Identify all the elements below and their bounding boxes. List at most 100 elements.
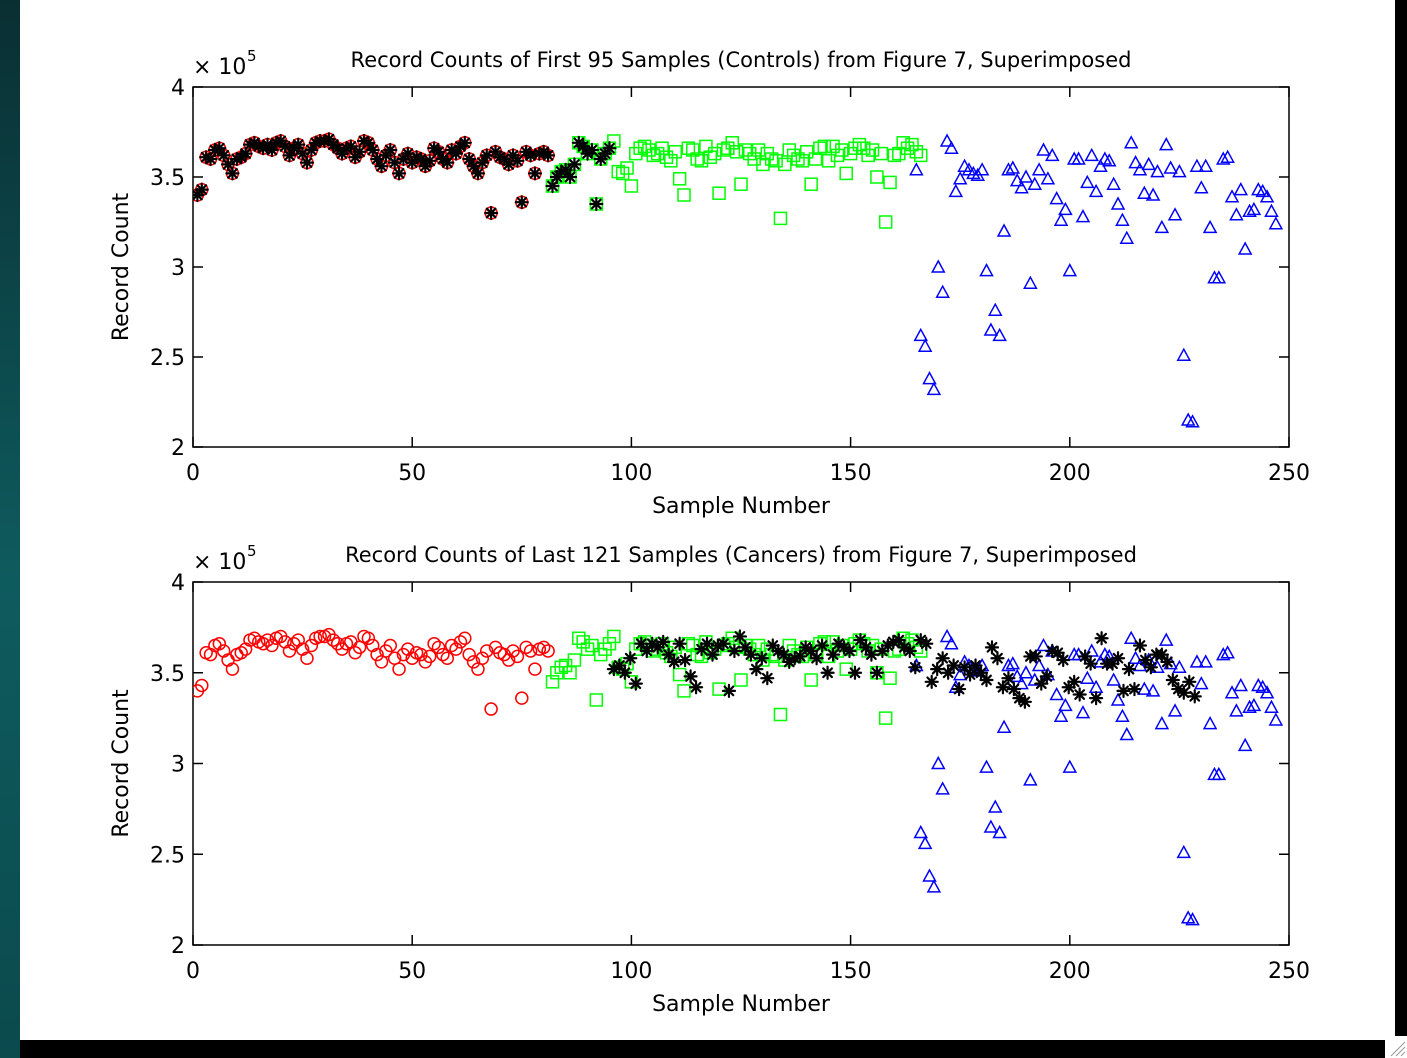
data-point <box>668 640 682 655</box>
data-point <box>734 673 748 687</box>
data-point <box>1143 660 1159 675</box>
y-tick-label: 4 <box>171 76 185 101</box>
data-point <box>457 135 472 150</box>
data-point <box>683 669 698 684</box>
series-circle <box>193 627 555 716</box>
data-point <box>743 647 758 662</box>
data-point <box>1187 689 1202 704</box>
data-point <box>1115 212 1130 226</box>
data-point <box>1145 187 1161 201</box>
resize-grip-icon[interactable] <box>1385 1036 1407 1058</box>
data-point <box>1194 180 1209 194</box>
data-point <box>878 215 893 229</box>
data-point <box>883 671 897 685</box>
data-point <box>820 665 835 680</box>
data-point <box>1189 654 1205 668</box>
data-point <box>1049 191 1064 205</box>
series-triangle <box>909 133 1284 428</box>
data-point <box>639 643 654 659</box>
data-point <box>712 186 726 200</box>
data-point <box>913 148 928 163</box>
data-point <box>1058 697 1073 712</box>
data-point <box>979 672 994 688</box>
data-point <box>1202 219 1218 234</box>
data-point <box>710 638 726 653</box>
data-point <box>902 643 917 659</box>
data-point <box>212 636 227 651</box>
data-point <box>391 166 407 181</box>
data-point <box>996 223 1012 237</box>
y-scale-exponent: 5 <box>247 542 257 560</box>
x-tick-label: 100 <box>610 461 652 486</box>
data-point <box>225 166 240 181</box>
data-point <box>931 259 946 273</box>
data-point <box>968 658 983 673</box>
data-point <box>887 148 902 163</box>
data-point <box>1165 672 1180 688</box>
data-point <box>716 636 731 651</box>
data-point <box>1027 176 1042 190</box>
data-point <box>361 631 376 646</box>
data-point <box>1128 650 1143 664</box>
data-point <box>926 879 942 893</box>
data-point <box>523 644 538 658</box>
data-point <box>935 284 950 298</box>
data-point <box>738 143 753 157</box>
data-point <box>974 162 990 176</box>
data-point <box>1119 726 1135 741</box>
data-point <box>672 172 687 186</box>
data-point <box>562 169 578 185</box>
data-point <box>1264 203 1279 217</box>
data-point <box>952 681 967 697</box>
data-point <box>678 652 693 668</box>
data-point <box>749 662 764 677</box>
data-point <box>764 152 779 166</box>
data-point <box>572 631 586 646</box>
data-point <box>453 635 468 649</box>
data-point <box>909 162 924 176</box>
data-point <box>541 148 556 163</box>
data-point <box>422 649 437 664</box>
y-scale-factor: × 10 <box>193 550 246 575</box>
data-point <box>1006 681 1022 697</box>
data-point <box>865 143 880 157</box>
data-point <box>751 143 766 157</box>
data-point <box>510 649 525 664</box>
data-point <box>195 678 209 693</box>
data-point <box>528 662 542 676</box>
data-point <box>1084 147 1099 162</box>
data-point <box>1224 685 1240 699</box>
data-point <box>436 647 450 662</box>
data-point <box>738 640 753 655</box>
data-point <box>813 636 827 651</box>
data-point <box>825 647 841 662</box>
data-point <box>995 680 1011 695</box>
data-point <box>1154 647 1169 662</box>
data-point <box>392 662 406 676</box>
data-point <box>1163 160 1178 174</box>
data-point <box>990 651 1005 666</box>
data-point <box>1028 649 1043 664</box>
data-point <box>751 638 766 653</box>
data-point <box>672 667 687 682</box>
data-point <box>891 632 906 648</box>
x-axis-label: Sample Number <box>652 494 831 519</box>
data-point <box>1067 674 1082 689</box>
data-point <box>466 655 481 669</box>
chart-panel-cancers: 0 50 100 150 200 250 2 2.5 3 3.5 4 Sample Number Rec… <box>109 542 1310 1017</box>
data-point <box>343 139 358 154</box>
data-point <box>1083 656 1098 671</box>
data-point <box>1034 676 1049 691</box>
data-point <box>1182 674 1197 689</box>
data-point <box>225 662 240 676</box>
data-point <box>1045 147 1060 162</box>
data-point <box>952 171 968 185</box>
data-point <box>1220 645 1235 659</box>
data-point <box>924 674 939 689</box>
data-point <box>1198 158 1213 172</box>
data-point <box>1229 703 1244 717</box>
x-tick-label: 250 <box>1268 461 1310 486</box>
y-tick-label: 4 <box>171 571 185 596</box>
data-point <box>760 671 775 686</box>
data-point <box>1167 207 1183 221</box>
